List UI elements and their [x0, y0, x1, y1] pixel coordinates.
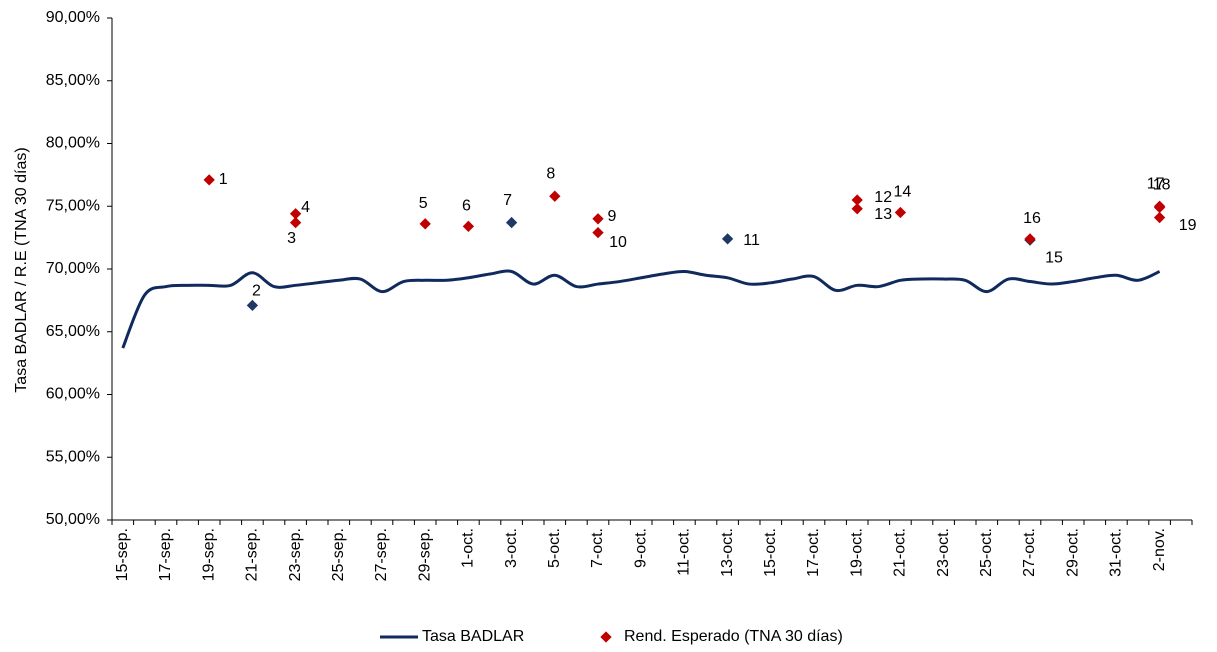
point — [462, 220, 475, 232]
point-label: 14 — [894, 184, 912, 201]
point-label: 4 — [301, 199, 310, 216]
point — [289, 216, 302, 229]
y-tick-label: 70,00% — [46, 260, 100, 277]
point — [894, 206, 907, 219]
point-label: 18 — [1153, 177, 1171, 194]
point — [203, 174, 215, 186]
point — [721, 233, 734, 245]
y-tick-label: 55,00% — [46, 448, 100, 465]
point-label: 12 — [874, 189, 892, 206]
point-label: 2 — [252, 283, 261, 300]
x-tick-label: 17-oct. — [805, 528, 822, 577]
point-label: 13 — [874, 206, 892, 223]
point — [592, 226, 604, 239]
point — [592, 213, 604, 225]
y-tick-label: 60,00% — [46, 386, 100, 403]
x-tick-label: 15-sep. — [114, 528, 131, 581]
x-tick-label: 7-oct. — [589, 528, 606, 568]
point-label: 17 — [1147, 175, 1165, 192]
point-label: 8 — [546, 165, 555, 182]
point — [419, 218, 431, 230]
x-tick-label: 9-oct. — [632, 528, 649, 568]
x-tick-label: 1-oct. — [460, 528, 477, 568]
x-tick-label: 25-oct. — [978, 528, 995, 577]
x-tick-label: 27-oct. — [1021, 528, 1038, 577]
point — [1153, 211, 1166, 224]
x-tick-label: 13-oct. — [719, 528, 736, 577]
y-tick-label: 65,00% — [46, 323, 100, 340]
x-tick-label: 21-oct. — [892, 528, 909, 577]
point-label: 11 — [743, 232, 760, 249]
point-label: 16 — [1023, 210, 1041, 227]
point-label: 7 — [503, 192, 512, 209]
y-tick-label: 90,00% — [46, 9, 100, 26]
x-tick-label: 23-oct. — [935, 528, 952, 577]
x-tick-label: 23-sep. — [287, 528, 304, 581]
x-tick-label: 5-oct. — [546, 528, 563, 568]
point — [246, 299, 259, 312]
point-label: 6 — [462, 198, 471, 215]
point-label: 5 — [419, 195, 428, 212]
point — [505, 216, 518, 229]
y-axis-label: Tasa BADLAR / R.E (TNA 30 días) — [13, 147, 30, 392]
y-tick-label: 85,00% — [46, 72, 100, 89]
point — [1024, 233, 1036, 245]
point — [851, 194, 863, 206]
point-label: 15 — [1045, 249, 1063, 266]
legend-marker — [600, 631, 612, 643]
x-tick-label: 29-oct. — [1064, 528, 1081, 577]
badlar-line — [121, 269, 1161, 349]
point-label: 10 — [609, 234, 627, 251]
y-tick-label: 80,00% — [46, 135, 100, 152]
point — [851, 203, 863, 215]
x-tick-label: 21-sep. — [244, 528, 261, 581]
point-label: 1 — [219, 171, 228, 188]
x-tick-label: 25-sep. — [330, 528, 347, 581]
legend-label: Rend. Esperado (TNA 30 días) — [624, 628, 843, 645]
x-tick-label: 17-sep. — [157, 528, 174, 581]
x-tick-label: 2-nov. — [1151, 528, 1168, 571]
point-label: 3 — [287, 230, 296, 247]
x-tick-label: 19-oct. — [848, 528, 865, 577]
point — [1153, 201, 1166, 214]
x-tick-label: 29-sep. — [416, 528, 433, 581]
point-label: 19 — [1179, 217, 1197, 234]
y-tick-label: 75,00% — [46, 197, 100, 214]
x-tick-label: 31-oct. — [1108, 528, 1125, 577]
point — [549, 190, 561, 202]
x-tick-label: 27-sep. — [373, 528, 390, 581]
y-tick-label: 50,00% — [46, 511, 100, 528]
x-tick-label: 15-oct. — [762, 528, 779, 577]
legend-label: Tasa BADLAR — [422, 628, 524, 645]
x-tick-label: 3-oct. — [503, 528, 520, 568]
x-tick-label: 11-oct. — [676, 528, 693, 576]
point-label: 9 — [608, 208, 617, 225]
point — [289, 208, 302, 220]
x-tick-label: 19-sep. — [200, 528, 217, 581]
